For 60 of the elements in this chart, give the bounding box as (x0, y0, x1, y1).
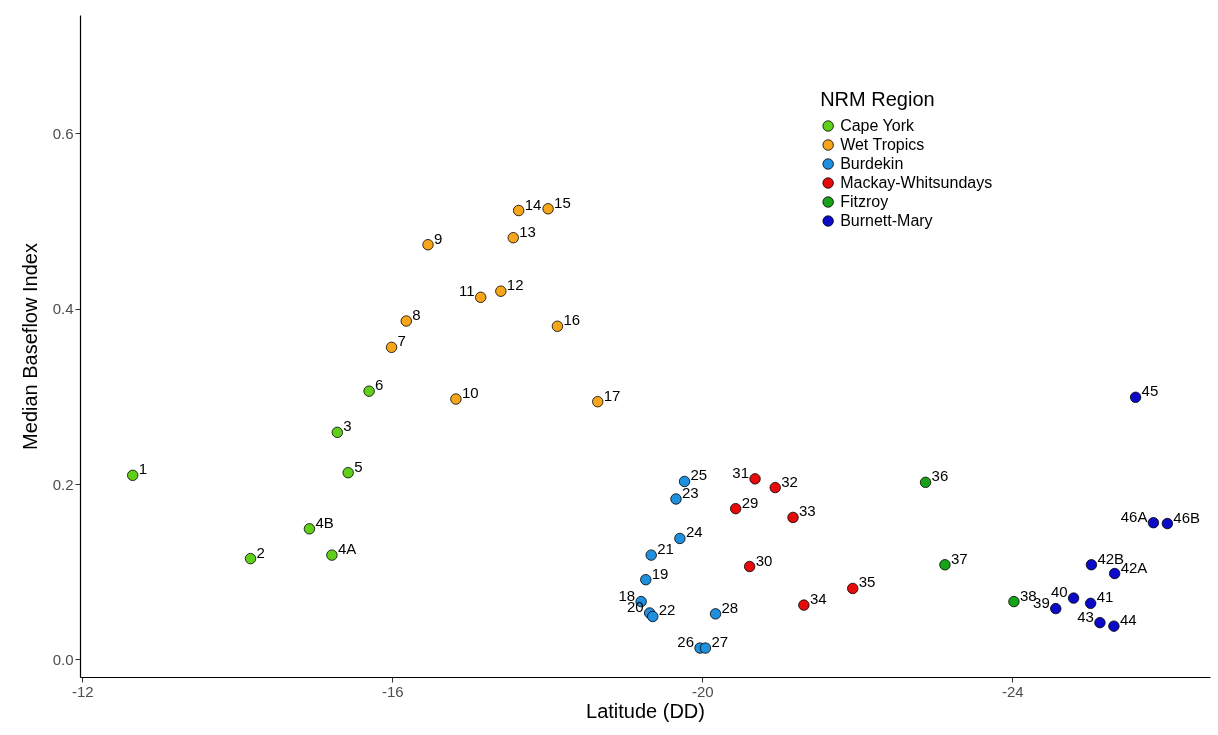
y-axis-title: Median Baseflow Index (18, 243, 41, 450)
annotation: 35 (858, 573, 876, 591)
annotation: 15 (554, 193, 571, 211)
annotation: 21 (657, 540, 674, 558)
y-tick-label: 0.2 (52, 475, 74, 493)
y-tick-label: 0.0 (52, 650, 74, 668)
annotation: 17 (603, 386, 621, 404)
annotation: 46B (1173, 508, 1201, 526)
annotation: 3 (343, 417, 352, 435)
annotation: 7 (397, 332, 406, 350)
annotation: 10 (461, 384, 479, 402)
annotation: 14 (524, 195, 542, 213)
annotation: 24 (685, 523, 703, 541)
annotation: 40 (1050, 583, 1068, 601)
annotation: 6 (375, 376, 384, 394)
annotation: 33 (799, 502, 816, 520)
annotation: 26 (677, 633, 695, 651)
annotation: 19 (651, 564, 669, 582)
annotation: 37 (950, 549, 968, 567)
annotation: 4A (337, 540, 357, 558)
annotation: 46A (1120, 507, 1148, 525)
annotation: 11 (459, 282, 475, 300)
annotation: 31 (732, 463, 750, 481)
annotation: 44 (1119, 611, 1137, 629)
annotation: 9 (433, 229, 443, 247)
annotation: 36 (931, 467, 949, 485)
annotation: 30 (755, 551, 773, 569)
annotation: 5 (354, 457, 363, 475)
annotation: 16 (563, 311, 581, 329)
annotation: 22 (658, 601, 676, 619)
legend-label: Cape York (840, 117, 915, 134)
x-tick-label: -24 (1002, 682, 1024, 700)
x-tick-label: -20 (692, 682, 714, 700)
annotation: 1 (138, 460, 148, 478)
annotation: 2 (256, 543, 265, 561)
y-tick-label: 0.4 (52, 300, 74, 318)
annotation: 34 (809, 590, 827, 608)
x-tick-label: -16 (382, 682, 404, 700)
legend-label: Mackay-Whitsundays (840, 174, 993, 191)
annotation: 25 (690, 466, 708, 484)
legend-label: Burnett-Mary (840, 212, 933, 229)
annotation: 45 (1141, 382, 1159, 400)
annotation: 8 (412, 306, 421, 324)
legend-label: Burdekin (840, 155, 904, 172)
annotation: 43 (1077, 607, 1094, 625)
x-tick-label: -12 (71, 682, 94, 700)
annotation: 28 (721, 598, 739, 616)
annotation: 29 (741, 493, 759, 511)
annotation: 13 (519, 222, 536, 240)
annotation: 41 (1096, 588, 1114, 606)
annotation: 32 (781, 472, 798, 490)
legend-label: Fitzroy (840, 193, 889, 210)
annotation: 27 (711, 633, 729, 651)
annotation: 12 (506, 276, 524, 294)
annotation: 23 (682, 484, 699, 502)
annotation: 4B (315, 513, 334, 531)
legend-title: NRM Region (820, 88, 935, 110)
y-tick-label: 0.6 (52, 124, 74, 142)
x-axis-title: Latitude (DD) (586, 699, 705, 722)
legend-label: Wet Tropics (840, 136, 925, 153)
